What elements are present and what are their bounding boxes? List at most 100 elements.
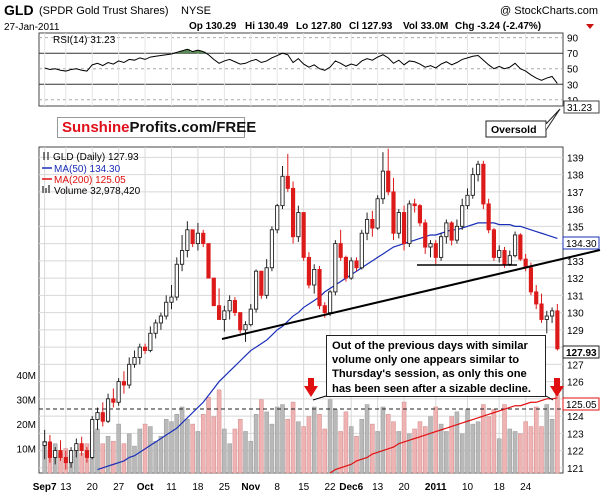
- volume-bar: [296, 421, 301, 474]
- candle-body: [248, 308, 253, 326]
- date-tick-label: 13: [372, 482, 384, 493]
- volume-bar: [132, 445, 137, 474]
- candle-body: [280, 175, 285, 207]
- candle-body: [90, 419, 95, 458]
- volume-bar: [385, 414, 391, 474]
- logo-part-2: Profits.com/FREE: [129, 119, 257, 136]
- candle-body: [195, 232, 201, 245]
- close-price-tag: 127.93: [562, 345, 600, 359]
- ma200-line: [329, 397, 558, 474]
- volume-bar: [126, 433, 132, 474]
- volume-bar: [95, 428, 100, 474]
- date-tick-label: 20: [399, 482, 411, 493]
- candle-body: [132, 356, 137, 365]
- low-price: Lo 127.80: [296, 21, 342, 32]
- volume-bar: [105, 436, 111, 474]
- candle-body: [317, 269, 322, 307]
- candle-body: [95, 412, 100, 420]
- candle-body: [549, 310, 555, 317]
- volume-bar: [475, 421, 481, 474]
- volume-bar: [148, 426, 153, 474]
- candle-body: [349, 260, 354, 279]
- rsi-tick-label: 50: [567, 65, 579, 76]
- candle-body: [428, 243, 433, 248]
- volume-bar: [195, 431, 201, 474]
- price-tick-label: 126: [567, 378, 584, 389]
- watermark: @ StockCharts.com: [500, 5, 598, 17]
- candle-body: [518, 234, 523, 260]
- volume-bar: [116, 423, 121, 474]
- rsi-line: [44, 48, 558, 84]
- candle-body: [396, 212, 401, 234]
- candle-body: [449, 222, 454, 241]
- price-tick-label: 139: [567, 153, 584, 164]
- candle-body: [338, 243, 343, 258]
- volume-bar: [343, 411, 349, 474]
- candle-body: [375, 198, 380, 229]
- candle-body: [84, 450, 90, 458]
- volume-bar: [200, 414, 206, 474]
- candle-body: [460, 205, 465, 227]
- candle-body: [370, 218, 375, 229]
- volume-bar: [322, 428, 328, 474]
- rsi-tick-label: 90: [567, 34, 579, 45]
- date-tick-label: 10: [462, 482, 474, 493]
- candle-body: [412, 203, 417, 207]
- candle-body: [42, 441, 47, 446]
- ma50-price-tag: 134.30: [562, 236, 600, 250]
- annotation-pointer-left: [312, 395, 327, 401]
- volume-bar: [407, 433, 412, 474]
- volume-bar: [185, 418, 190, 474]
- ma50-line: [97, 222, 558, 471]
- volume-bar: [507, 428, 513, 474]
- volume-bar: [237, 418, 243, 474]
- candle-body: [327, 291, 333, 314]
- sunshine-profits-logo: Sunshine Profits.com/FREE: [57, 117, 256, 138]
- volume-bar: [274, 406, 280, 474]
- date-tick-label: 2011: [425, 482, 447, 493]
- open-price: Op 130.29: [189, 21, 237, 32]
- volume-bar: [264, 411, 269, 474]
- price-tick-label: 133: [567, 257, 584, 268]
- candle-body: [238, 312, 243, 331]
- volume-bar: [502, 404, 507, 474]
- volume-bar: [243, 431, 248, 474]
- volume-bar: [121, 443, 127, 474]
- candle-body: [438, 236, 444, 258]
- legend-volume: Volume 32,978,420: [54, 186, 141, 197]
- candle-body: [512, 234, 518, 257]
- candle-body: [502, 250, 507, 265]
- volume-bar: [280, 404, 285, 474]
- date-tick-label: 13: [60, 482, 72, 493]
- candle-body: [544, 315, 549, 320]
- volume-bar: [454, 411, 460, 474]
- volume-bar: [533, 406, 539, 474]
- candle-body: [232, 300, 238, 314]
- candle-body: [127, 363, 132, 386]
- candle-body: [470, 174, 475, 196]
- candle-body: [169, 296, 174, 303]
- ma200-price-tag: 125.05: [562, 397, 600, 411]
- volume-bar: [311, 406, 317, 474]
- candle-body: [507, 255, 512, 265]
- candle-body: [264, 267, 269, 296]
- candle-body: [454, 225, 460, 241]
- volume-value: Vol 33.0M: [403, 21, 448, 32]
- volume-bar: [428, 416, 433, 474]
- date-tick-label: 20: [87, 482, 99, 493]
- volume-bar: [338, 431, 343, 474]
- volume-bar: [380, 406, 386, 474]
- rsi-label: RSI(14) 31.23: [53, 35, 116, 46]
- candle-body: [179, 250, 185, 265]
- candle-body: [433, 243, 438, 258]
- gld-legend-icon: [43, 152, 49, 160]
- volume-bar: [327, 399, 333, 474]
- volume-bar: [163, 418, 169, 474]
- volume-bar: [333, 409, 338, 474]
- candle-body: [296, 212, 301, 238]
- candle-body: [364, 218, 370, 234]
- price-tick-label: 127: [567, 360, 584, 371]
- volume-bar: [396, 431, 402, 474]
- volume-bar: [470, 423, 476, 474]
- date-axis: Sep7 13 20 27 Oct 11 18 25 Nov 8 15 22 Dec6 13 20 2011 1…: [33, 482, 532, 493]
